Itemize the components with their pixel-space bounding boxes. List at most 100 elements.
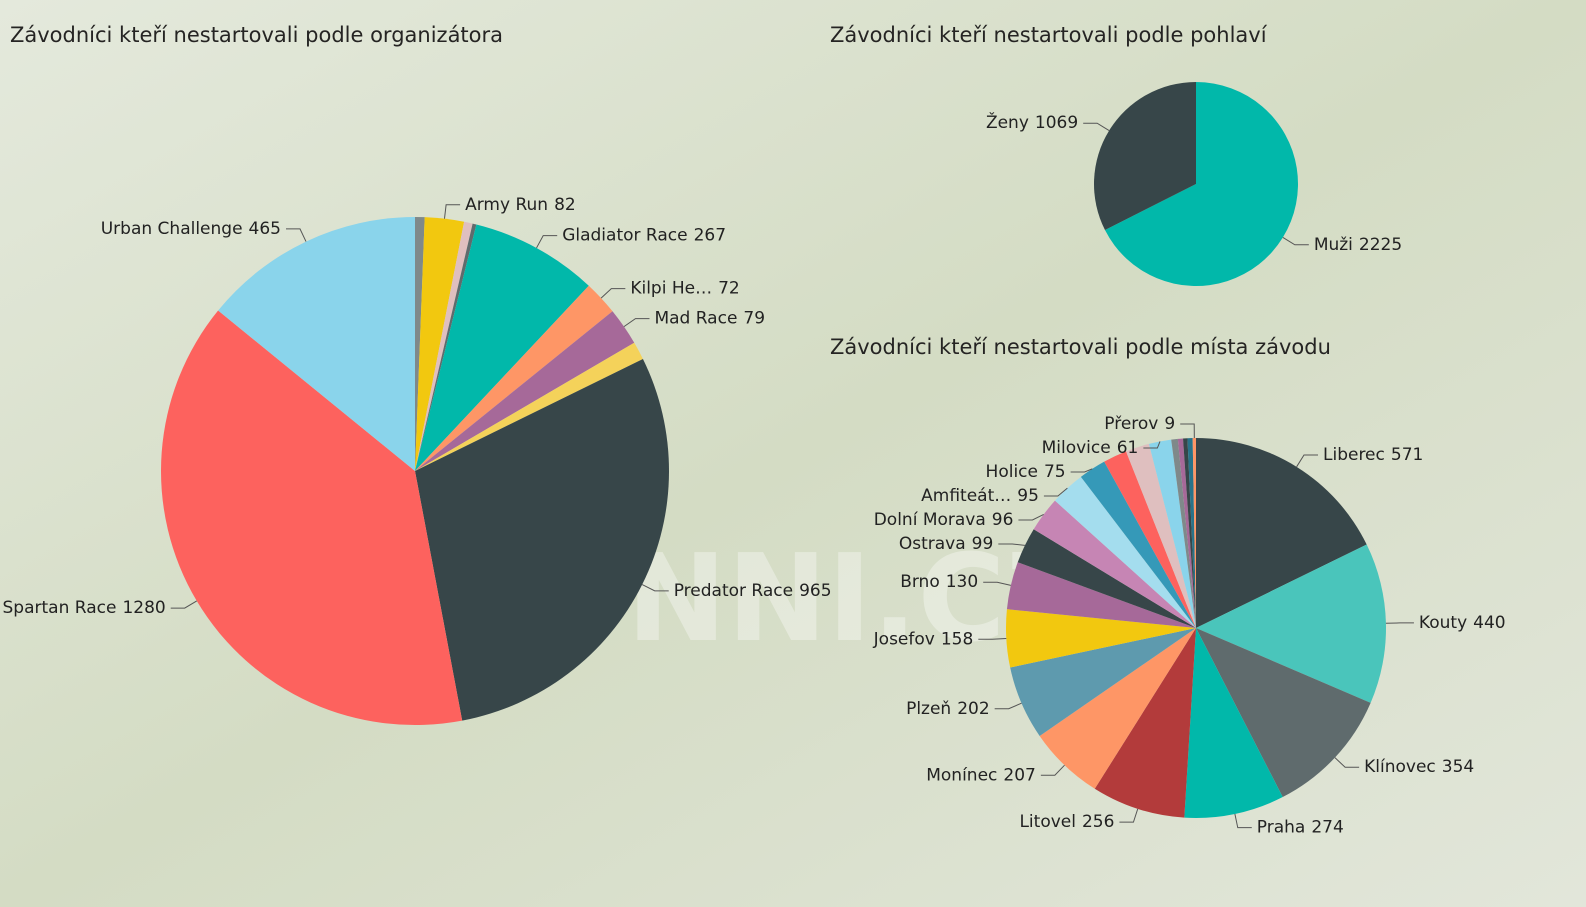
pie-slice [1080,461,1196,628]
value-label: 61 [1117,438,1139,458]
category-label: Milovice [1042,438,1111,458]
category-label: Spartan Race [3,598,117,618]
data-label: Predator Race 965 [674,581,832,601]
data-label: Praha 274 [1257,818,1344,838]
data-label: Kilpi He… 72 [630,279,739,299]
value-label: 965 [799,581,831,601]
data-label: Spartan Race 1280 [3,598,166,618]
category-label: Litovel [1019,812,1076,832]
pie-slice [1196,628,1371,798]
category-label: Brno [900,572,940,592]
data-label: Army Run 82 [465,195,576,215]
pie-slice [1054,476,1196,628]
value-label: 96 [992,510,1014,530]
pie-slice [1126,443,1196,628]
category-label: Dolní Morava [874,510,986,530]
pie-slice [1039,628,1196,789]
category-label: Monínec [926,765,997,785]
value-label: 207 [1003,765,1035,785]
value-label: 1069 [1035,113,1078,133]
data-label: Kouty 440 [1419,613,1506,633]
pie-slice [415,224,589,471]
charts: Závodníci kteří nestartovali podle organ… [3,23,1506,838]
leader-line [998,543,1025,546]
data-label: Klínovec 354 [1364,757,1474,777]
data-label: Liberec 571 [1323,445,1423,465]
value-label: 158 [941,629,973,649]
pie-slice [1171,438,1196,628]
data-label: Gladiator Race 267 [562,226,726,246]
category-label: Muži [1314,235,1353,255]
leader-line [623,318,650,328]
category-label: Josefov [873,629,935,649]
value-label: 465 [249,219,281,239]
leader-line [1143,441,1161,449]
leader-line [286,228,307,242]
category-label: Ženy [986,111,1029,133]
data-label: Milovice 61 [1042,438,1139,458]
leader-line [1334,757,1360,768]
leader-line [170,600,198,609]
value-label: 571 [1391,445,1423,465]
chart-title: Závodníci kteří nestartovali podle organ… [10,23,503,47]
data-label: Holice 75 [986,462,1066,482]
pie-slice [1183,438,1196,628]
leader-line [1234,813,1252,829]
leader-line [1083,122,1110,132]
pie-slice [1196,438,1367,628]
value-label: 75 [1044,462,1066,482]
data-label: Monínec 207 [926,765,1036,785]
leader-line [978,637,1007,640]
value-label: 82 [554,195,576,215]
value-label: 202 [957,699,989,719]
data-label: Litovel 256 [1019,812,1114,832]
leader-line [1018,514,1044,521]
data-label: Mad Race 79 [654,309,765,329]
category-label: Holice [986,462,1038,482]
category-label: Liberec [1323,445,1385,465]
data-label: Dolní Morava 96 [874,510,1014,530]
pie-slice [1094,628,1196,818]
value-label: 130 [946,572,978,592]
pie-slice [160,310,463,725]
data-label: Přerov 9 [1104,414,1175,434]
pie-slice [415,358,669,721]
value-label: 9 [1164,414,1175,434]
pie-slice [1006,562,1196,628]
category-label: Amfiteát… [921,486,1011,506]
category-label: Army Run [465,195,548,215]
leader-line [600,288,626,299]
pie-slice [415,217,425,471]
pie-slice [1017,529,1196,628]
leader-line [1119,808,1139,823]
category-label: Urban Challenge [101,219,243,239]
category-label: Gladiator Race [562,226,687,246]
data-label: Urban Challenge 465 [101,219,281,239]
value-label: 440 [1473,613,1505,633]
category-label: Mad Race [654,309,737,329]
chart-title: Závodníci kteří nestartovali podle pohla… [830,23,1268,47]
value-label: 99 [972,534,994,554]
leader-line [994,702,1022,710]
value-label: 1280 [122,598,165,618]
category-label: Ostrava [899,534,966,554]
leader-line [1070,468,1093,473]
pie-slice [1196,544,1386,703]
category-label: Praha [1257,818,1306,838]
category-label: Klínovec [1364,757,1436,777]
category-label: Predator Race [674,581,793,601]
pie-slice [1148,439,1196,628]
pie-slice [415,217,465,471]
leader-line [1180,423,1195,439]
pie-slice [415,311,635,471]
pie-slice [415,223,477,471]
pie-slice [1184,628,1283,818]
data-label: Muži 2225 [1314,235,1402,255]
pie-slice [415,285,613,471]
leader-line [1043,487,1068,497]
pie-slice [1177,438,1196,628]
value-label: 256 [1082,812,1114,832]
pie-slice [415,342,643,471]
leader-line [443,204,461,219]
